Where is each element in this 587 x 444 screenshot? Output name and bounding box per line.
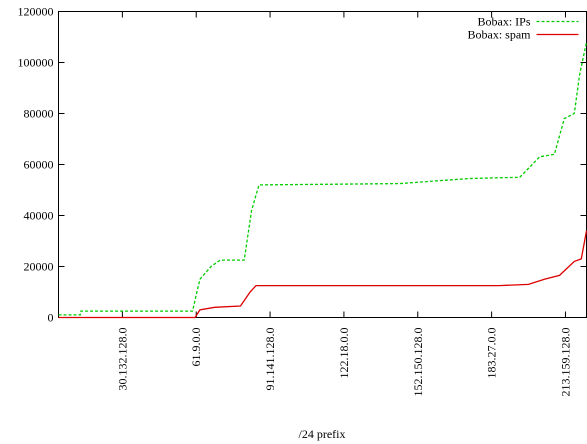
y-tick-label: 80000 bbox=[24, 107, 54, 121]
x-tick-label: 30.132.128.0 bbox=[115, 328, 129, 391]
y-tick-label: 20000 bbox=[24, 260, 54, 274]
legend-label: Bobax: IPs bbox=[477, 15, 530, 29]
data-line bbox=[58, 230, 587, 319]
data-line bbox=[58, 41, 587, 316]
x-tick-label: 91.141.128.0 bbox=[263, 328, 277, 391]
legend-label: Bobax: spam bbox=[468, 28, 532, 42]
y-tick-label: 100000 bbox=[18, 56, 54, 70]
x-axis-label: /24 prefix bbox=[299, 427, 346, 441]
x-tick-label: 152.150.128.0 bbox=[411, 328, 425, 397]
y-tick-label: 120000 bbox=[18, 5, 54, 19]
x-tick-label: 213.159.128.0 bbox=[558, 328, 572, 397]
x-tick-label: 122.18.0.0 bbox=[337, 328, 351, 379]
y-tick-label: 0 bbox=[48, 311, 54, 325]
x-tick-label: 61.9.0.0 bbox=[189, 328, 203, 367]
y-tick-label: 60000 bbox=[24, 158, 54, 172]
y-tick-label: 40000 bbox=[24, 209, 54, 223]
x-tick-label: 183.27.0.0 bbox=[485, 328, 499, 379]
plot-border bbox=[58, 11, 587, 318]
